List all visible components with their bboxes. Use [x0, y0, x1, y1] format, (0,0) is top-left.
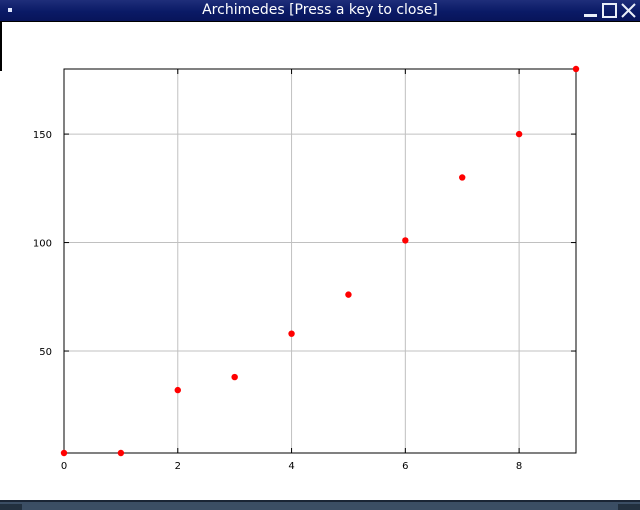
x-tick-label: 6 — [402, 461, 408, 472]
resize-handle-right[interactable] — [618, 504, 640, 510]
data-point — [515, 130, 523, 138]
data-point — [345, 291, 352, 298]
x-tick-label: 8 — [516, 461, 522, 472]
y-tick-label: 50 — [39, 347, 52, 358]
window-titlebar[interactable]: Archimedes [Press a key to close] — [0, 0, 640, 22]
scatter-chart: 0 2 4 6 8 50 100 150 — [33, 65, 580, 472]
grid-lines — [64, 69, 576, 453]
tick-labels: 0 2 4 6 8 50 100 150 — [33, 130, 522, 472]
window-bottom-border[interactable] — [0, 500, 640, 510]
y-tick-label: 150 — [33, 130, 52, 141]
y-tick-label: 100 — [33, 239, 52, 250]
plot-area-frame — [63, 68, 577, 454]
data-point — [572, 65, 580, 73]
minimize-icon[interactable] — [582, 2, 599, 19]
data-point — [231, 373, 238, 381]
window-edge — [0, 21, 2, 71]
window-menu-icon[interactable] — [2, 2, 18, 18]
data-point — [459, 174, 466, 181]
data-point — [117, 449, 125, 457]
x-tick-label: 2 — [175, 461, 181, 472]
data-point — [60, 449, 68, 457]
axis-ticks — [63, 69, 576, 453]
x-tick-label: 4 — [288, 461, 294, 472]
x-tick-label: 0 — [61, 461, 67, 472]
data-point — [174, 386, 181, 394]
resize-handle-left[interactable] — [0, 504, 22, 510]
data-points — [60, 65, 580, 457]
close-icon[interactable] — [620, 2, 637, 19]
window-title: Archimedes [Press a key to close] — [202, 2, 438, 18]
maximize-icon[interactable] — [601, 2, 618, 19]
data-point — [402, 237, 409, 244]
data-point — [288, 330, 295, 337]
